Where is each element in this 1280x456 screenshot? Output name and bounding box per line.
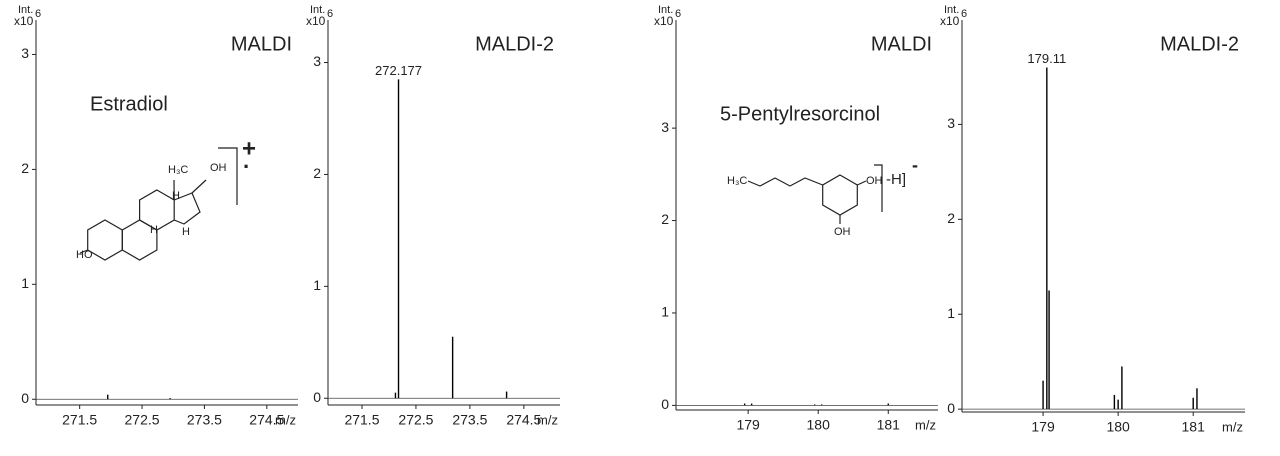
atom-label: -: [912, 155, 918, 175]
y-tick-label: 1: [947, 305, 955, 321]
x-tick-label: 271.5: [344, 412, 379, 428]
peak-label: 179.11: [1027, 51, 1066, 66]
atom-label: ·: [243, 154, 250, 179]
atom-label: H: [172, 190, 180, 202]
ring: [87, 219, 123, 261]
bond: [191, 179, 207, 194]
bond: [874, 164, 883, 212]
x-tick-label: 274.5: [506, 412, 541, 428]
compound-name: 5-Pentylresorcinol: [720, 103, 880, 125]
x-tick-label: 272.5: [398, 412, 433, 428]
atom-label: +: [242, 135, 256, 162]
x-axis-label: m/z: [275, 412, 296, 427]
y-tick-label: 1: [661, 304, 669, 320]
x-tick-label: 180: [807, 417, 831, 433]
y-tick-label: 3: [947, 115, 955, 131]
y-axis-label: Int.: [658, 4, 673, 16]
bond: [857, 180, 867, 186]
x-axis-label: m/z: [537, 412, 558, 427]
y-axis-label: Int.: [310, 4, 325, 16]
y-scale-exponent: 6: [961, 8, 967, 20]
atom-label: H₃C: [727, 175, 747, 187]
bond: [79, 249, 88, 254]
y-tick-label: 2: [947, 210, 955, 226]
y-tick-label: 2: [21, 160, 29, 176]
atom-label: H: [182, 226, 190, 238]
y-tick-label: 0: [947, 400, 955, 416]
y-tick-label: 0: [661, 396, 669, 412]
bond: [218, 147, 238, 205]
atom-label: OH: [866, 175, 883, 187]
x-tick-label: 179: [736, 417, 760, 433]
x-axis-label: m/z: [915, 417, 936, 432]
x-axis-label: m/z: [1222, 419, 1243, 434]
y-scale-exponent: 6: [675, 8, 681, 20]
y-tick-label: 3: [21, 45, 29, 61]
atom-label: HO: [76, 249, 93, 261]
x-tick-label: 274.5: [249, 412, 284, 428]
x-tick-label: 273.5: [187, 412, 222, 428]
y-tick-label: 3: [661, 119, 669, 135]
y-axis-label: Int.: [944, 4, 959, 16]
x-tick-label: 181: [1182, 419, 1206, 435]
atom-label: H: [150, 224, 158, 236]
bond: [173, 192, 201, 225]
y-scale-label: x10: [306, 14, 326, 28]
compound-name: Estradiol: [90, 93, 168, 115]
y-tick-label: 0: [21, 390, 29, 406]
panel-title: MALDI-2: [1160, 33, 1239, 55]
panel-title: MALDI: [231, 33, 292, 55]
atom-label: -H]: [886, 171, 906, 188]
x-tick-label: 272.5: [125, 412, 160, 428]
panel-title: MALDI-2: [475, 33, 554, 55]
x-tick-label: 271.5: [62, 412, 97, 428]
y-scale-exponent: 6: [35, 8, 41, 20]
bond: [747, 177, 823, 187]
atom-label: OH: [834, 226, 851, 238]
x-tick-label: 179: [1031, 419, 1055, 435]
y-tick-label: 1: [313, 277, 321, 293]
y-tick-label: 2: [661, 211, 669, 227]
y-tick-label: 0: [313, 389, 321, 405]
y-scale-exponent: 6: [327, 8, 333, 20]
atom-label: OH: [210, 162, 227, 174]
y-tick-label: 1: [21, 275, 29, 291]
y-axis-label: Int.: [18, 4, 33, 16]
y-scale-label: x10: [940, 14, 960, 28]
peak-label: 272.177: [375, 63, 422, 78]
panel-title: MALDI: [871, 33, 932, 55]
y-scale-label: x10: [14, 14, 34, 28]
x-tick-label: 273.5: [452, 412, 487, 428]
atom-label: H₃C: [168, 164, 188, 176]
y-scale-label: x10: [654, 14, 674, 28]
x-tick-label: 181: [877, 417, 901, 433]
ring: [822, 174, 858, 216]
y-tick-label: 3: [313, 53, 321, 69]
y-tick-label: 2: [313, 165, 321, 181]
x-tick-label: 180: [1106, 419, 1130, 435]
estradiol-structure: H₃C OH HO H H H +·: [76, 135, 256, 261]
